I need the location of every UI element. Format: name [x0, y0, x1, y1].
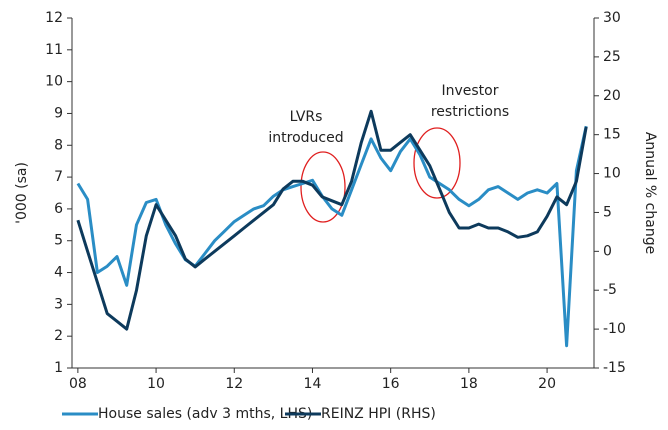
x-tick-label: 08 [69, 376, 87, 392]
annotation: LVRs [290, 109, 323, 125]
x-tick-label: 14 [304, 376, 322, 392]
y2-tick-label: -15 [603, 360, 626, 376]
y2-tick-label: 5 [603, 204, 612, 220]
y2-tick-label: 20 [603, 88, 621, 104]
x-tick-label: 12 [225, 376, 243, 392]
y2-tick-label: 30 [603, 10, 621, 26]
x-tick-label: 18 [460, 376, 478, 392]
legend-label: House sales (adv 3 mths, LHS) [98, 406, 312, 422]
y2-axis-label: Annual % change [642, 132, 658, 254]
y-tick-label: 11 [45, 42, 63, 58]
y-tick-label: 5 [54, 233, 63, 249]
y2-tick-label: 25 [603, 49, 621, 65]
x-tick-label: 20 [538, 376, 556, 392]
y2-tick-label: 10 [603, 166, 621, 182]
series-line [76, 109, 588, 331]
y-tick-label: 1 [54, 360, 63, 376]
annotation-circle [413, 127, 461, 199]
annotation: restrictions [431, 104, 509, 120]
y-tick-label: 12 [45, 10, 63, 26]
y-tick-label: 7 [54, 169, 63, 185]
y-axis-label: '000 (sa) [14, 162, 30, 224]
annotation: Investor [441, 83, 498, 99]
y-tick-label: 3 [54, 296, 63, 312]
y2-tick-label: -5 [603, 282, 617, 298]
x-tick-label: 10 [147, 376, 165, 392]
annotation: introduced [268, 130, 343, 146]
y-tick-label: 10 [45, 74, 63, 90]
y-tick-label: 9 [54, 105, 63, 121]
y-tick-label: 4 [54, 265, 63, 281]
annotation-circle [300, 151, 346, 223]
y2-tick-label: 15 [603, 127, 621, 143]
legend-label: REINZ HPI (RHS) [321, 406, 436, 422]
y2-tick-label: 0 [603, 243, 612, 259]
x-tick-label: 16 [382, 376, 400, 392]
y-tick-label: 2 [54, 328, 63, 344]
y2-tick-label: -10 [603, 321, 626, 337]
y-tick-label: 6 [54, 201, 63, 217]
y-tick-label: 8 [54, 137, 63, 153]
series-line [76, 125, 588, 348]
